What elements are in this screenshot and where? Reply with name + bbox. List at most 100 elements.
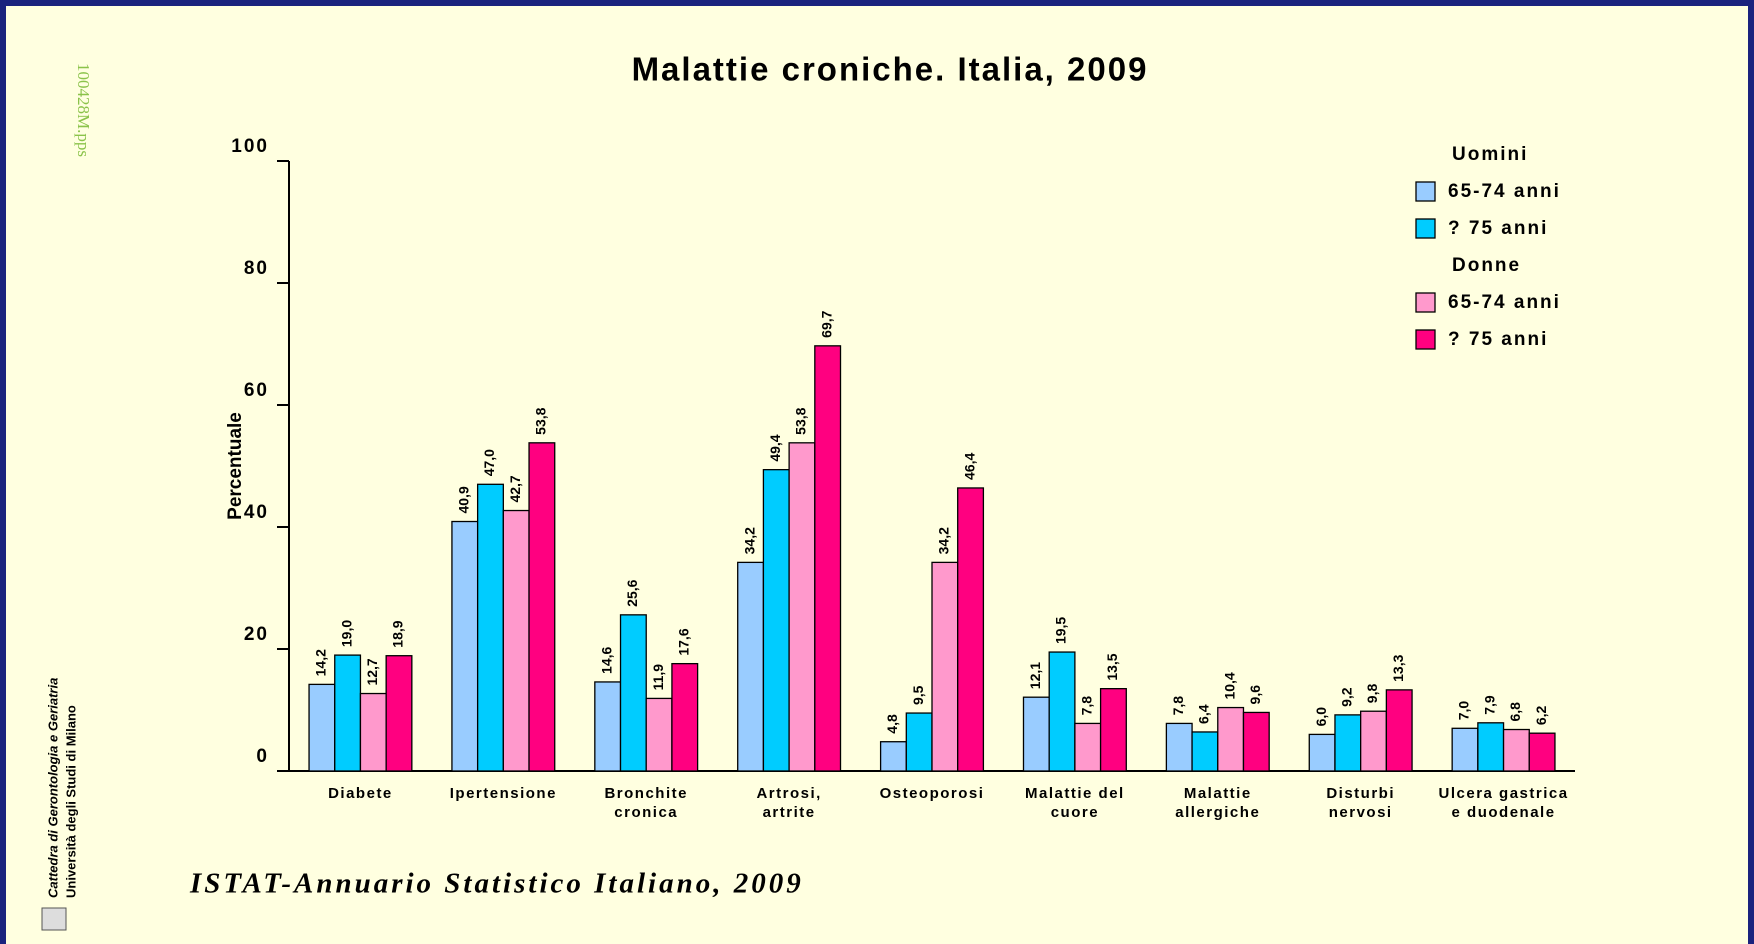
value-label: 9,6: [1247, 685, 1263, 705]
value-label: 14,6: [598, 646, 614, 673]
value-label: 14,2: [313, 649, 329, 676]
bar: [905, 712, 933, 772]
bar: [308, 683, 336, 772]
bar: [671, 662, 699, 772]
value-label: 13,3: [1390, 654, 1406, 681]
legend-label: ? 75 anni: [1448, 218, 1548, 239]
x-tick-label: Malattie allergiche: [1175, 785, 1260, 821]
legend-swatch: [1415, 329, 1436, 350]
value-label: 9,8: [1364, 684, 1380, 704]
value-label: 9,5: [910, 685, 926, 705]
value-label: 6,8: [1507, 702, 1523, 722]
bar: [1360, 710, 1388, 772]
y-tick-label: 0: [256, 746, 269, 767]
y-tick-label: 40: [244, 502, 269, 523]
value-label: 6,4: [1196, 704, 1212, 724]
x-tick-label: Diabete: [328, 785, 393, 802]
background: [6, 6, 1748, 944]
x-tick-label: Bronchite cronica: [604, 785, 688, 821]
bar: [1165, 722, 1193, 772]
value-label: 4,8: [884, 714, 900, 734]
value-label: 17,6: [675, 628, 691, 655]
value-label: 7,8: [1078, 696, 1094, 716]
value-label: 46,4: [961, 452, 977, 479]
x-tick-label: Ulcera gastrica e duodenale: [1439, 785, 1569, 821]
value-label: 53,8: [793, 407, 809, 434]
bar: [931, 561, 959, 772]
value-label: 10,4: [1221, 672, 1237, 699]
bar: [1502, 728, 1530, 772]
bar: [594, 681, 622, 772]
value-label: 7,0: [1456, 701, 1472, 721]
bar: [1074, 722, 1102, 772]
bar: [1217, 706, 1245, 772]
legend-label: 65-74 anni: [1448, 181, 1561, 202]
y-tick-label: 80: [244, 258, 269, 279]
legend-swatch: [1415, 218, 1436, 239]
value-label: 42,7: [507, 475, 523, 502]
value-label: 12,7: [364, 658, 380, 685]
value-label: 7,9: [1481, 695, 1497, 715]
x-tick-label: Artrosi, artrite: [756, 785, 821, 821]
value-label: 12,1: [1027, 662, 1043, 689]
y-axis-label: Percentuale: [225, 412, 246, 520]
value-label: 34,2: [741, 527, 757, 554]
bar: [1022, 696, 1050, 772]
bar: [814, 345, 842, 772]
bar: [1477, 722, 1505, 772]
bar: [645, 697, 673, 772]
bar: [476, 483, 504, 772]
value-label: 6,2: [1533, 706, 1549, 726]
value-label: 11,9: [650, 664, 666, 691]
y-tick-label: 20: [244, 624, 269, 645]
value-label: 7,8: [1170, 696, 1186, 716]
legend-heading: Donne: [1452, 255, 1521, 276]
bar: [1308, 733, 1336, 772]
value-label: 69,7: [818, 310, 834, 337]
value-label: 19,5: [1053, 617, 1069, 644]
bar: [1242, 711, 1270, 772]
value-label: 47,0: [481, 449, 497, 476]
source: ISTAT-Annuario Statistico Italiano, 2009: [189, 868, 804, 900]
bar: [788, 442, 816, 772]
value-label: 25,6: [624, 579, 640, 606]
bar: [1451, 727, 1479, 772]
bar: [359, 692, 387, 772]
bar: [528, 442, 556, 772]
x-tick-label: Ipertensione: [450, 785, 557, 802]
bar: [879, 741, 907, 772]
university: Università degli Studi di Milano: [63, 705, 78, 898]
value-label: 6,0: [1313, 707, 1329, 727]
y-tick-label: 100: [231, 136, 269, 157]
value-label: 9,2: [1339, 687, 1355, 707]
bar: [1048, 651, 1076, 772]
bar: [1385, 689, 1413, 772]
chart-title: Malattie croniche. Italia, 2009: [632, 51, 1149, 88]
x-tick-label: Disturbi nervosi: [1326, 785, 1395, 821]
legend-swatch: [1415, 292, 1436, 313]
bar: [1191, 731, 1219, 772]
x-tick-label: Osteoporosi: [880, 785, 985, 802]
bar: [737, 561, 765, 772]
bar: [957, 487, 985, 772]
bar: [385, 655, 413, 772]
value-label: 40,9: [455, 486, 471, 513]
bar: [619, 614, 647, 772]
bar: [502, 509, 530, 772]
bar: [762, 469, 790, 772]
logo: [41, 907, 67, 931]
department: Cattedra di Gerontologia e Geriatria: [45, 678, 60, 898]
value-label: 19,0: [338, 620, 354, 647]
legend-label: 65-74 anni: [1448, 292, 1561, 313]
y-tick-label: 60: [244, 380, 269, 401]
value-label: 18,9: [390, 620, 406, 647]
value-label: 13,5: [1104, 653, 1120, 680]
legend-swatch: [1415, 181, 1436, 202]
x-tick-label: Malattie del cuore: [1025, 785, 1125, 821]
legend-heading: Uomini: [1452, 144, 1528, 165]
bar: [1334, 714, 1362, 772]
legend-label: ? 75 anni: [1448, 329, 1548, 350]
bar: [1528, 732, 1556, 772]
value-label: 53,8: [533, 407, 549, 434]
